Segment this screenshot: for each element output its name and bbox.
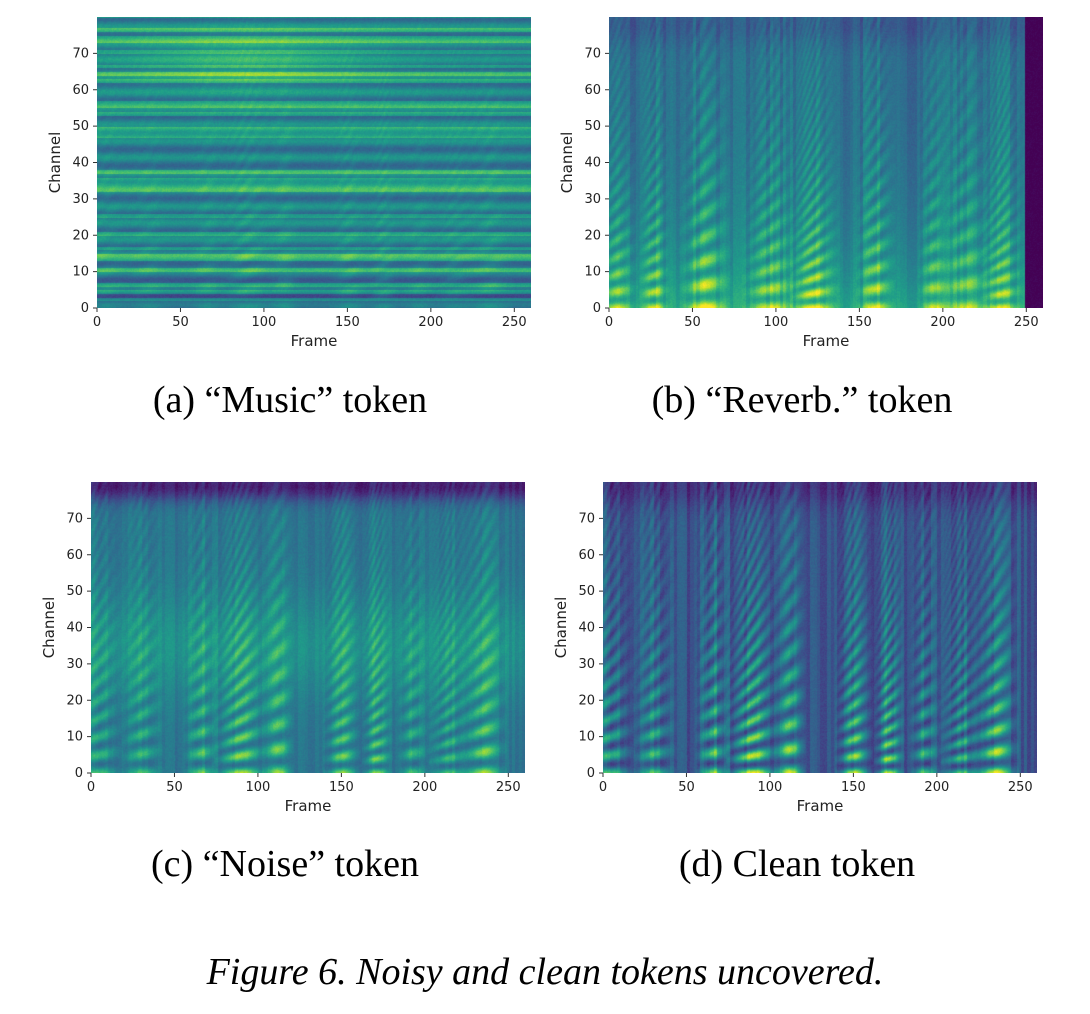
- x-tick-label: 200: [418, 315, 443, 330]
- x-tick-label: 200: [412, 780, 437, 795]
- panel-reverb: 0 50 100 150 200 250 0 10 20 30 40 50 60 70 Frame Chann…: [552, 10, 1052, 360]
- y-tick-label: 20: [584, 228, 601, 243]
- y-tick-label: 30: [584, 192, 601, 207]
- x-tick-label: 250: [502, 315, 527, 330]
- x-tick-label: 0: [605, 315, 613, 330]
- y-tick-label: 0: [587, 766, 595, 781]
- panel-clean: 0 50 100 150 200 250 0 10 20 30 40 50 60 70 Frame Chann…: [546, 475, 1046, 825]
- heatmap-canvas: [91, 482, 525, 773]
- x-tick-label: 50: [678, 780, 695, 795]
- axes: 0 50 100 150 200 250 0 10 20 30 40 50 60 70 Frame Chann…: [558, 46, 1039, 350]
- y-tick-label: 70: [578, 511, 595, 526]
- x-axis-label: Frame: [291, 332, 338, 350]
- y-tick-label: 20: [66, 693, 83, 708]
- axes: 0 50 100 150 200 250 0 10 20 30 40 50 60 70 Frame Chann…: [40, 511, 521, 815]
- heatmap-canvas: [603, 482, 1037, 773]
- y-tick-label: 60: [584, 83, 601, 98]
- y-tick-label: 30: [66, 657, 83, 672]
- x-tick-label: 100: [758, 780, 783, 795]
- y-tick-label: 30: [578, 657, 595, 672]
- x-tick-label: 100: [252, 315, 277, 330]
- panel-noise: 0 50 100 150 200 250 0 10 20 30 40 50 60 70 Frame Chann…: [34, 475, 534, 825]
- x-axis-label: Frame: [803, 332, 850, 350]
- x-tick-label: 150: [329, 780, 354, 795]
- y-axis-label: Channel: [558, 132, 576, 194]
- x-tick-label: 0: [93, 315, 101, 330]
- caption-a: (a) “Music” token: [152, 379, 428, 421]
- x-tick-label: 150: [847, 315, 872, 330]
- y-tick-label: 70: [72, 46, 89, 61]
- x-tick-label: 50: [172, 315, 189, 330]
- y-tick-label: 0: [75, 766, 83, 781]
- x-tick-label: 250: [496, 780, 521, 795]
- x-axis-label: Frame: [285, 797, 332, 815]
- y-tick-label: 70: [66, 511, 83, 526]
- axes: 0 50 100 150 200 250 0 10 20 30 40 50 60 70 Frame Chann…: [46, 46, 527, 350]
- x-tick-label: 250: [1008, 780, 1033, 795]
- y-tick-label: 40: [578, 621, 595, 636]
- y-axis-label: Channel: [46, 132, 64, 194]
- caption-c: (c) “Noise” token: [151, 843, 419, 885]
- x-tick-label: 50: [684, 315, 701, 330]
- y-tick-label: 50: [584, 119, 601, 134]
- y-tick-label: 10: [584, 265, 601, 280]
- y-tick-label: 40: [584, 156, 601, 171]
- y-tick-label: 0: [81, 301, 89, 316]
- x-tick-label: 0: [599, 780, 607, 795]
- x-tick-label: 200: [930, 315, 955, 330]
- y-tick-label: 60: [72, 83, 89, 98]
- y-axis-label: Channel: [552, 597, 570, 659]
- y-tick-label: 0: [593, 301, 601, 316]
- y-tick-label: 50: [66, 584, 83, 599]
- y-tick-label: 40: [72, 156, 89, 171]
- x-tick-label: 250: [1014, 315, 1039, 330]
- y-tick-label: 30: [72, 192, 89, 207]
- axes: 0 50 100 150 200 250 0 10 20 30 40 50 60 70 Frame Chann…: [552, 511, 1033, 815]
- y-tick-label: 20: [72, 228, 89, 243]
- y-tick-label: 70: [584, 46, 601, 61]
- heatmap-canvas: [97, 17, 531, 308]
- x-tick-label: 200: [924, 780, 949, 795]
- panel-music: 0 50 100 150 200 250 0 10 20 30 40 50 60 70 Frame Chann…: [40, 10, 540, 360]
- caption-b: (b) “Reverb.” token: [651, 379, 953, 421]
- y-tick-label: 60: [578, 548, 595, 563]
- y-tick-label: 10: [578, 730, 595, 745]
- y-tick-label: 60: [66, 548, 83, 563]
- x-tick-label: 150: [335, 315, 360, 330]
- y-tick-label: 10: [72, 265, 89, 280]
- y-tick-label: 20: [578, 693, 595, 708]
- y-tick-label: 50: [72, 119, 89, 134]
- y-tick-label: 10: [66, 730, 83, 745]
- figure-caption: Figure 6. Noisy and clean tokens uncover…: [206, 951, 884, 993]
- x-tick-label: 0: [87, 780, 95, 795]
- y-axis-label: Channel: [40, 597, 58, 659]
- x-tick-label: 50: [166, 780, 183, 795]
- x-tick-label: 100: [764, 315, 789, 330]
- y-tick-label: 50: [578, 584, 595, 599]
- x-tick-label: 150: [841, 780, 866, 795]
- heatmap-canvas: [609, 17, 1043, 308]
- x-tick-label: 100: [246, 780, 271, 795]
- x-axis-label: Frame: [797, 797, 844, 815]
- caption-d: (d) Clean token: [678, 843, 916, 885]
- y-tick-label: 40: [66, 621, 83, 636]
